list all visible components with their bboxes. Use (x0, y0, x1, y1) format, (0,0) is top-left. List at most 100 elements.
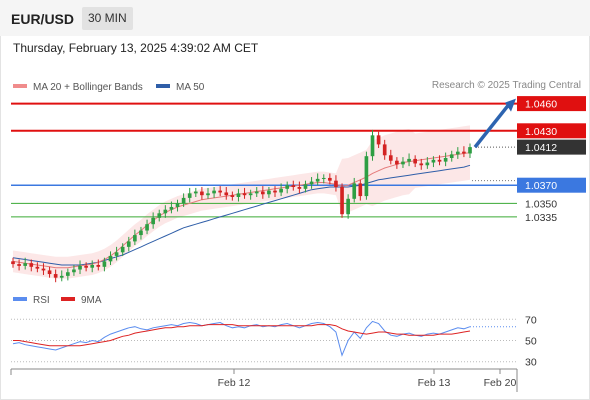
candle-body-3 (29, 263, 34, 267)
candle-body-65 (407, 158, 411, 162)
candle-body-29 (187, 193, 192, 198)
candle-body-58 (364, 156, 369, 197)
candle-body-38 (242, 193, 247, 196)
x-tick-label-1: Feb 12 (218, 377, 251, 389)
candle-body-39 (248, 193, 253, 196)
candle-body-49 (309, 181, 314, 185)
pivot-tag-4 (517, 177, 586, 193)
candle-body-61 (382, 144, 387, 156)
candle-body-19 (126, 241, 131, 247)
candle-body-1 (17, 264, 21, 266)
candle-body-32 (206, 193, 210, 196)
legend-label-2: MA 50 (176, 82, 205, 93)
candle-body-60 (376, 135, 381, 145)
candle-body-26 (169, 206, 174, 210)
price-label-3: 1.0412 (525, 142, 557, 154)
bollinger-band (13, 125, 470, 279)
candle-body-67 (419, 163, 424, 166)
research-credit: Research © 2025 Trading Central (431, 80, 581, 91)
candle-body-9 (66, 272, 70, 276)
rsi-tick-50: 50 (525, 336, 537, 348)
candle-body-68 (425, 162, 430, 166)
candle-body-20 (133, 235, 137, 242)
candle-body-73 (455, 151, 460, 155)
candle-body-53 (334, 180, 338, 188)
candle-body-11 (78, 265, 82, 270)
candle-body-17 (114, 252, 119, 256)
legend-label-1: MA 20 + Bollinger Bands (33, 82, 143, 93)
candle-body-45 (285, 185, 290, 189)
candle-body-40 (254, 191, 259, 194)
rsi-line (12, 320, 471, 357)
price-label-6: 1.0335 (525, 212, 557, 224)
candle-body-52 (328, 177, 332, 181)
resistance-tag-1 (517, 96, 586, 112)
candle-body-34 (218, 190, 223, 193)
candle-body-6 (47, 270, 52, 275)
rsi-ma9-line (13, 324, 471, 347)
candle-body-23 (151, 217, 155, 225)
rsi-legend-swatch-1 (13, 297, 27, 301)
timeframe-button[interactable]: 30 MIN (82, 7, 133, 30)
candle-body-71 (443, 158, 448, 162)
legend-swatch-2 (156, 84, 170, 88)
candle-body-64 (401, 161, 405, 165)
candle-body-55 (346, 198, 350, 215)
candle-body-31 (200, 191, 204, 196)
candle-body-56 (352, 183, 357, 199)
candle-body-48 (303, 184, 308, 189)
candle-body-35 (224, 192, 229, 196)
current-price-tag-3 (517, 139, 586, 155)
forecast-arrow-head (505, 98, 516, 112)
candle-body-62 (388, 155, 393, 161)
candle-body-25 (163, 209, 168, 214)
candle-body-74 (462, 151, 466, 154)
candle-body-70 (437, 159, 442, 162)
candle-body-42 (267, 190, 271, 195)
price-label-2: 1.0430 (525, 126, 557, 138)
price-label-4: 1.0370 (525, 180, 557, 192)
candle-body-43 (273, 190, 277, 193)
candle-body-33 (212, 190, 216, 194)
candle-body-57 (358, 183, 363, 197)
candle-body-13 (90, 264, 95, 268)
candle-body-75 (468, 147, 472, 154)
candle-body-66 (413, 158, 417, 164)
rsi-legend-label-2: 9MA (81, 295, 102, 306)
candle-body-51 (321, 177, 326, 179)
candle-body-10 (72, 269, 76, 273)
candle-body-50 (315, 178, 320, 182)
candle-body-21 (139, 230, 143, 236)
candle-body-69 (431, 159, 436, 163)
candle-body-46 (291, 185, 296, 188)
candle-body-37 (236, 193, 241, 197)
candle-body-2 (23, 263, 28, 266)
x-tick-label-2: Feb 13 (418, 377, 451, 389)
candle-body-22 (145, 224, 149, 231)
candle-body-4 (35, 266, 40, 269)
candle-body-24 (157, 213, 162, 218)
candle-body-28 (181, 197, 186, 204)
rsi-legend-label-1: RSI (33, 295, 50, 306)
rsi-tick-70: 70 (525, 314, 537, 326)
candle-body-12 (84, 265, 88, 268)
candle-body-0 (11, 261, 15, 265)
forecast-arrow-shaft (473, 104, 510, 149)
price-label-5: 1.0350 (525, 198, 557, 210)
candle-body-44 (279, 188, 283, 193)
currency-pair: EUR/USD (11, 11, 75, 27)
candle-body-36 (230, 195, 235, 197)
ma50-line (12, 164, 471, 266)
rsi-legend-swatch-2 (61, 297, 75, 301)
legend-swatch-1 (13, 84, 27, 88)
candle-body-59 (370, 135, 375, 157)
candle-body-63 (395, 160, 399, 165)
candle-body-30 (193, 191, 198, 194)
candle-body-15 (102, 261, 107, 267)
resistance-tag-2 (517, 123, 586, 139)
candle-body-41 (260, 191, 265, 195)
candle-body-16 (108, 255, 113, 262)
candle-body-5 (41, 268, 46, 271)
candle-body-47 (297, 187, 302, 189)
